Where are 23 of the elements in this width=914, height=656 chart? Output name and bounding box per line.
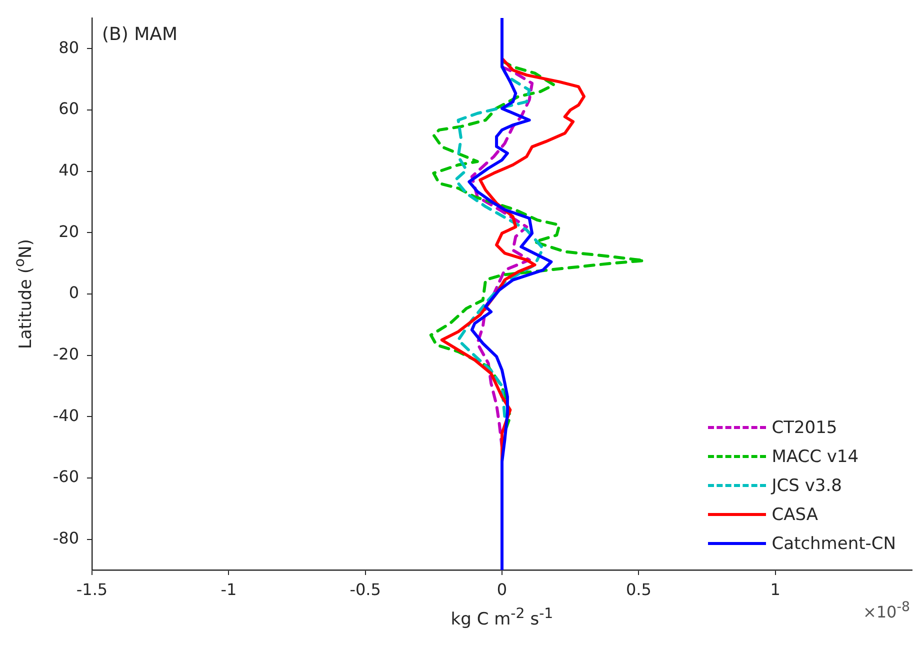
x-tick-label: 1 [770, 580, 780, 599]
y-tick-label: -20 [52, 344, 79, 364]
y-tick-label: -80 [52, 528, 79, 548]
y-tick-label: 60 [58, 99, 79, 118]
legend-label: MACC v14 [772, 446, 859, 466]
y-tick-label: -60 [52, 467, 79, 486]
annotation: (B) MAM [102, 24, 178, 45]
y-tick-label: 40 [58, 160, 79, 180]
legend-label: JCS v3.8 [772, 476, 842, 496]
x-tick-label: -0.5 [350, 580, 381, 599]
x-tick-label: 0.5 [626, 580, 652, 599]
legend-label: CT2015 [772, 418, 838, 438]
text: ×10$^{-8}$ [862, 600, 910, 622]
x-axis-title: kg C m$^{-2}$ s$^{-1}$ [450, 606, 554, 630]
x-tick-label: -1.5 [76, 580, 108, 599]
y-tick-label: -40 [52, 406, 79, 425]
legend-label: CASA [772, 504, 818, 524]
x-tick-label: -1 [220, 580, 237, 599]
y-tick-label: 20 [58, 222, 79, 241]
y-tick-label: 0 [68, 283, 79, 302]
legend-label: Catchment-CN [772, 534, 896, 554]
x-tick-label: 0 [496, 580, 508, 599]
y-tick-label: 80 [58, 38, 79, 57]
